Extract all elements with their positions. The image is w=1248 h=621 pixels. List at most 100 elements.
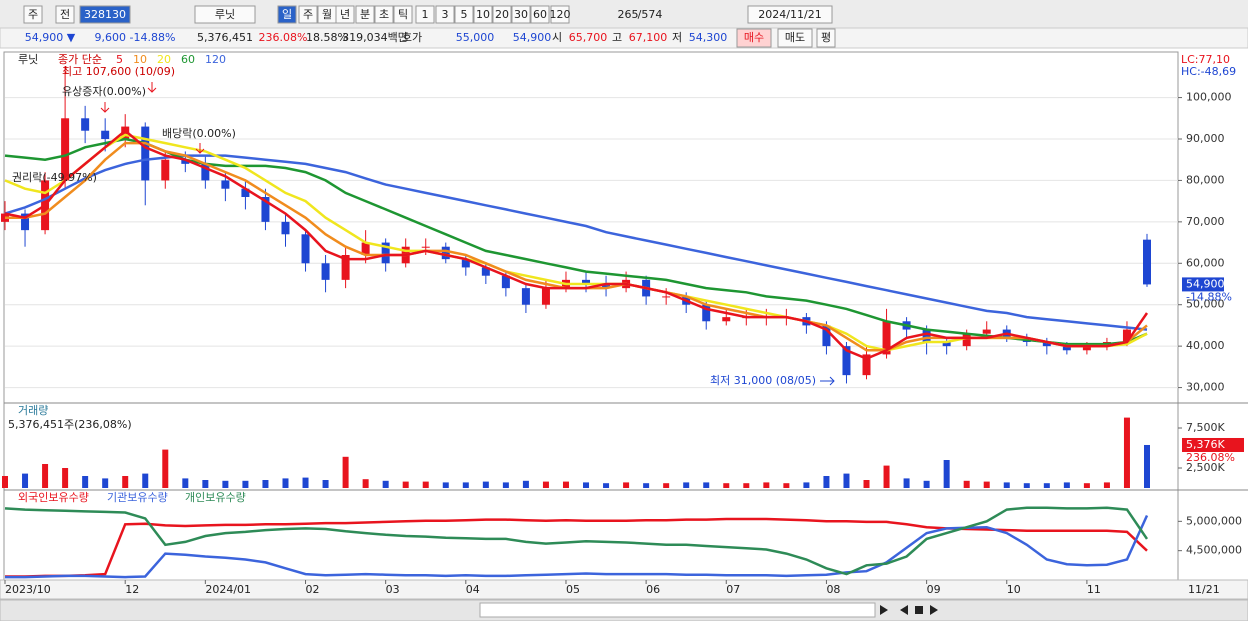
toolbar-label[interactable]: 월 <box>322 8 332 21</box>
volume-bar <box>723 483 730 488</box>
toolbar-button[interactable] <box>530 5 550 24</box>
nav-next[interactable] <box>880 605 888 615</box>
toolbar-button[interactable] <box>492 5 512 24</box>
volume-bar <box>282 478 289 488</box>
toolbar-label[interactable]: 틱 <box>398 8 408 21</box>
toolbar-label[interactable]: 주 <box>303 8 313 21</box>
x-tick-label: 09 <box>927 583 941 596</box>
toolbar-button[interactable] <box>23 5 43 24</box>
toolbar-label[interactable]: 30 <box>514 8 528 21</box>
toolbar-label[interactable]: /574 <box>638 8 663 21</box>
toolbar-label[interactable]: 분 <box>360 8 370 21</box>
toolbar-button[interactable] <box>747 5 833 24</box>
y-tick-label: 4,500,000 <box>1186 544 1242 557</box>
volume-bar <box>22 473 29 488</box>
toolbar-button[interactable] <box>55 5 75 24</box>
info-text: 319,034백만 <box>342 31 408 44</box>
toolbar-label[interactable]: 초 <box>379 8 389 21</box>
info-text: 55,000 <box>456 31 495 44</box>
info-text[interactable]: 평 <box>821 31 831 44</box>
toolbar-label[interactable]: 2024/11/21 <box>758 8 821 21</box>
nav-play[interactable] <box>930 605 938 615</box>
nav-buttons[interactable] <box>880 605 938 615</box>
buy-button[interactable] <box>736 28 772 48</box>
candle-body <box>582 279 591 284</box>
volume-bar <box>1083 483 1090 488</box>
volume-bar <box>42 464 49 488</box>
info-text: 18.58% <box>306 31 348 44</box>
info-text: 54,300 <box>689 31 728 44</box>
volume-bar <box>903 478 910 488</box>
toolbar-button[interactable] <box>374 5 394 24</box>
candle-body <box>261 197 270 222</box>
candle-body <box>1062 346 1071 351</box>
toolbar-button[interactable] <box>79 5 131 24</box>
candle-body <box>1143 239 1151 285</box>
toolbar-label[interactable]: 루닛 <box>215 8 235 21</box>
toolbar-button[interactable] <box>435 5 455 24</box>
toolbar-button[interactable] <box>298 5 318 24</box>
info-bar <box>0 27 1248 49</box>
button[interactable] <box>777 28 813 48</box>
candle-body <box>281 221 290 235</box>
candle-body <box>341 255 350 280</box>
volume-change: 236.08% <box>1186 451 1235 464</box>
toolbar-label[interactable]: 5 <box>461 8 468 21</box>
toolbar-label[interactable]: 전 <box>60 8 70 21</box>
toolbar-button[interactable] <box>393 5 413 24</box>
volume-bar <box>1144 444 1150 488</box>
toolbar-button[interactable] <box>335 5 355 24</box>
panel-title: 거래량 <box>18 404 48 417</box>
toolbar-button[interactable] <box>511 5 531 24</box>
candle-body <box>421 246 430 248</box>
volume-bar <box>162 449 169 488</box>
candle-body <box>241 188 250 197</box>
toolbar-label[interactable]: 328130 <box>84 8 126 21</box>
toolbar-button[interactable] <box>194 5 256 24</box>
toolbar-button[interactable] <box>473 5 493 24</box>
candle-body <box>662 296 671 298</box>
x-tick-label: 08 <box>826 583 840 596</box>
legend-entry: 5 <box>116 53 123 66</box>
candle-body <box>21 213 30 231</box>
info-text: 54,900 <box>513 31 552 44</box>
toolbar-label[interactable]: 일 <box>282 7 292 21</box>
toolbar-button[interactable] <box>277 5 297 24</box>
candle-body <box>862 354 871 376</box>
volume-bar <box>963 480 970 488</box>
toolbar-button[interactable] <box>355 5 375 24</box>
series-line <box>4 129 1149 360</box>
toolbar-button[interactable] <box>454 5 474 24</box>
volume-bar <box>342 456 349 488</box>
annotation: 최저 31,000 (08/05) <box>710 374 816 387</box>
volume-bar <box>843 473 850 488</box>
nav-stop[interactable] <box>915 606 923 614</box>
panel-title: 루닛 <box>18 53 38 66</box>
info-text[interactable]: 매도 <box>785 31 805 44</box>
toolbar-label[interactable]: 1 <box>422 8 429 21</box>
scroll-track[interactable] <box>479 602 876 618</box>
candle-body <box>381 242 390 264</box>
button[interactable] <box>816 28 836 48</box>
volume-bar <box>863 480 870 488</box>
toolbar-label[interactable]: 3 <box>442 8 449 21</box>
candle-body <box>301 234 310 264</box>
toolbar-label[interactable]: 60 <box>533 8 547 21</box>
toolbar-label[interactable]: 10 <box>476 8 490 21</box>
candle-body <box>441 246 450 260</box>
volume-bar <box>1063 482 1070 488</box>
toolbar-label[interactable]: 120 <box>550 8 571 21</box>
candle-body <box>461 259 470 268</box>
toolbar-label[interactable]: 년 <box>340 8 350 21</box>
info-text[interactable]: 매수 <box>744 31 764 44</box>
toolbar-button[interactable] <box>415 5 435 24</box>
toolbar-button[interactable] <box>550 5 570 24</box>
x-tick-label: 11 <box>1087 583 1101 596</box>
nav-prev[interactable] <box>900 605 908 615</box>
toolbar-label[interactable]: 20 <box>495 8 509 21</box>
volume-bar <box>743 483 750 488</box>
x-tick-label: 02 <box>306 583 320 596</box>
toolbar-label[interactable]: 265 <box>618 8 639 21</box>
toolbar-label[interactable]: 주 <box>28 8 38 21</box>
